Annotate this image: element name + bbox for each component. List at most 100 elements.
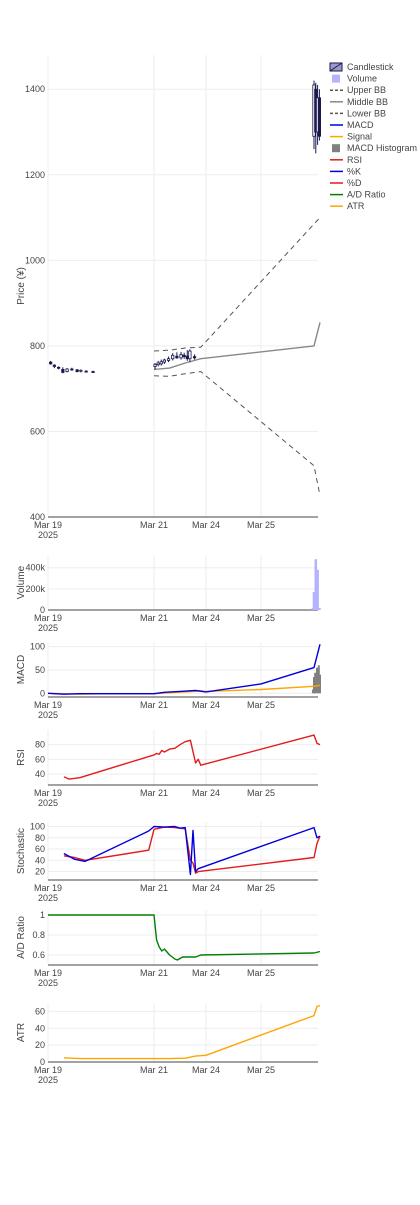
y-tick-label: 40 xyxy=(35,855,45,865)
legend-item-atr[interactable]: ATR xyxy=(330,201,365,211)
candle-body xyxy=(188,350,192,360)
legend-item--k[interactable]: %K xyxy=(330,166,361,176)
y-tick-label: 1200 xyxy=(25,170,45,180)
legend-item-volume[interactable]: Volume xyxy=(332,74,377,84)
candle-body xyxy=(162,359,166,363)
volume-bar xyxy=(314,559,318,610)
x-tick-label: Mar 19 xyxy=(34,613,62,623)
x-tick-sublabel: 2025 xyxy=(38,710,58,720)
legend-item-middle-bb[interactable]: Middle BB xyxy=(330,97,388,107)
legend-label: A/D Ratio xyxy=(347,190,386,200)
candle-body xyxy=(166,358,171,361)
candle-body xyxy=(75,369,79,372)
x-tick-sublabel: 2025 xyxy=(38,893,58,903)
legend-item-a-d-ratio[interactable]: A/D Ratio xyxy=(330,190,386,200)
y-tick-label: 1000 xyxy=(25,255,45,265)
legend-label: Signal xyxy=(347,132,372,142)
y-tick-label: 0 xyxy=(40,605,45,615)
macd-histogram-bar xyxy=(314,672,317,694)
legend-item-rsi[interactable]: RSI xyxy=(330,155,362,165)
x-tick-label: Mar 21 xyxy=(140,968,168,978)
x-tick-label: Mar 21 xyxy=(140,883,168,893)
x-tick-sublabel: 2025 xyxy=(38,798,58,808)
candle-body xyxy=(175,355,179,359)
y-tick-label: 60 xyxy=(35,844,45,854)
y-tick-label: 800 xyxy=(30,341,45,351)
candle-body xyxy=(57,366,61,369)
candle-body xyxy=(153,363,157,367)
volume-bar xyxy=(312,592,316,610)
x-tick-label: Mar 19 xyxy=(34,520,62,530)
y-tick-label: 60 xyxy=(35,1006,45,1016)
y-tick-label: 20 xyxy=(35,867,45,877)
legend-label: MACD xyxy=(347,120,374,130)
candle-body xyxy=(179,354,183,359)
legend-label: %D xyxy=(347,178,362,188)
y-axis-title: ATR xyxy=(16,1023,27,1042)
legend-item--d[interactable]: %D xyxy=(330,178,362,188)
x-tick-label: Mar 24 xyxy=(192,1065,220,1075)
x-tick-label: Mar 19 xyxy=(34,788,62,798)
x-tick-label: Mar 21 xyxy=(140,613,168,623)
candle-body xyxy=(70,368,74,371)
x-tick-label: Mar 25 xyxy=(247,968,275,978)
y-tick-label: 80 xyxy=(35,740,45,750)
y-axis-title: RSI xyxy=(16,749,27,766)
y-tick-label: 0 xyxy=(40,1057,45,1067)
legend-label: %K xyxy=(347,166,361,176)
x-tick-sublabel: 2025 xyxy=(38,1075,58,1085)
x-tick-label: Mar 21 xyxy=(140,788,168,798)
x-tick-label: Mar 25 xyxy=(247,1065,275,1075)
volume-bar xyxy=(316,569,319,610)
legend-label: Volume xyxy=(347,74,377,84)
macd-histogram-bar xyxy=(317,665,320,694)
legend-label: MACD Histogram xyxy=(347,143,417,153)
macd-histogram-bar xyxy=(316,667,318,694)
legend-item-signal[interactable]: Signal xyxy=(330,132,372,142)
y-tick-label: 40 xyxy=(35,1023,45,1033)
volume-bar xyxy=(318,607,321,610)
candle-body xyxy=(52,364,56,367)
legend-label: Candlestick xyxy=(347,62,394,72)
y-tick-label: 20 xyxy=(35,1040,45,1050)
y-tick-label: 0.8 xyxy=(32,930,45,940)
y-tick-label: 40 xyxy=(35,769,45,779)
legend-square-swatch xyxy=(332,74,340,83)
x-tick-label: Mar 21 xyxy=(140,520,168,530)
legend-label: Lower BB xyxy=(347,108,386,118)
y-axis-title: A/D Ratio xyxy=(16,916,27,959)
legend-item-lower-bb[interactable]: Lower BB xyxy=(330,108,386,118)
y-tick-label: 60 xyxy=(35,754,45,764)
candle-body xyxy=(49,361,53,365)
y-tick-label: 1 xyxy=(40,910,45,920)
y-axis-title: MACD xyxy=(16,655,27,684)
x-tick-label: Mar 24 xyxy=(192,788,220,798)
macd-histogram-bar xyxy=(313,676,315,694)
y-tick-label: 400 xyxy=(30,512,45,522)
legend-item-upper-bb[interactable]: Upper BB xyxy=(330,85,386,95)
macd-line xyxy=(47,644,321,695)
y-tick-label: 1400 xyxy=(25,84,45,94)
x-tick-label: Mar 19 xyxy=(34,1065,62,1075)
candle-body xyxy=(156,362,160,366)
candle-body xyxy=(182,354,186,357)
legend-item-macd[interactable]: MACD xyxy=(330,120,374,130)
y-axis-title: Price (¥) xyxy=(16,267,27,305)
legend-item-candlestick[interactable]: Candlestick xyxy=(329,62,394,72)
legend-item-macd-histogram[interactable]: MACD Histogram xyxy=(332,143,417,153)
x-tick-label: Mar 25 xyxy=(247,520,275,530)
candle-body xyxy=(91,371,95,373)
y-tick-label: 0.6 xyxy=(32,950,45,960)
ad-ratio-line xyxy=(48,914,321,961)
x-tick-label: Mar 21 xyxy=(140,700,168,710)
x-tick-label: Mar 25 xyxy=(247,613,275,623)
